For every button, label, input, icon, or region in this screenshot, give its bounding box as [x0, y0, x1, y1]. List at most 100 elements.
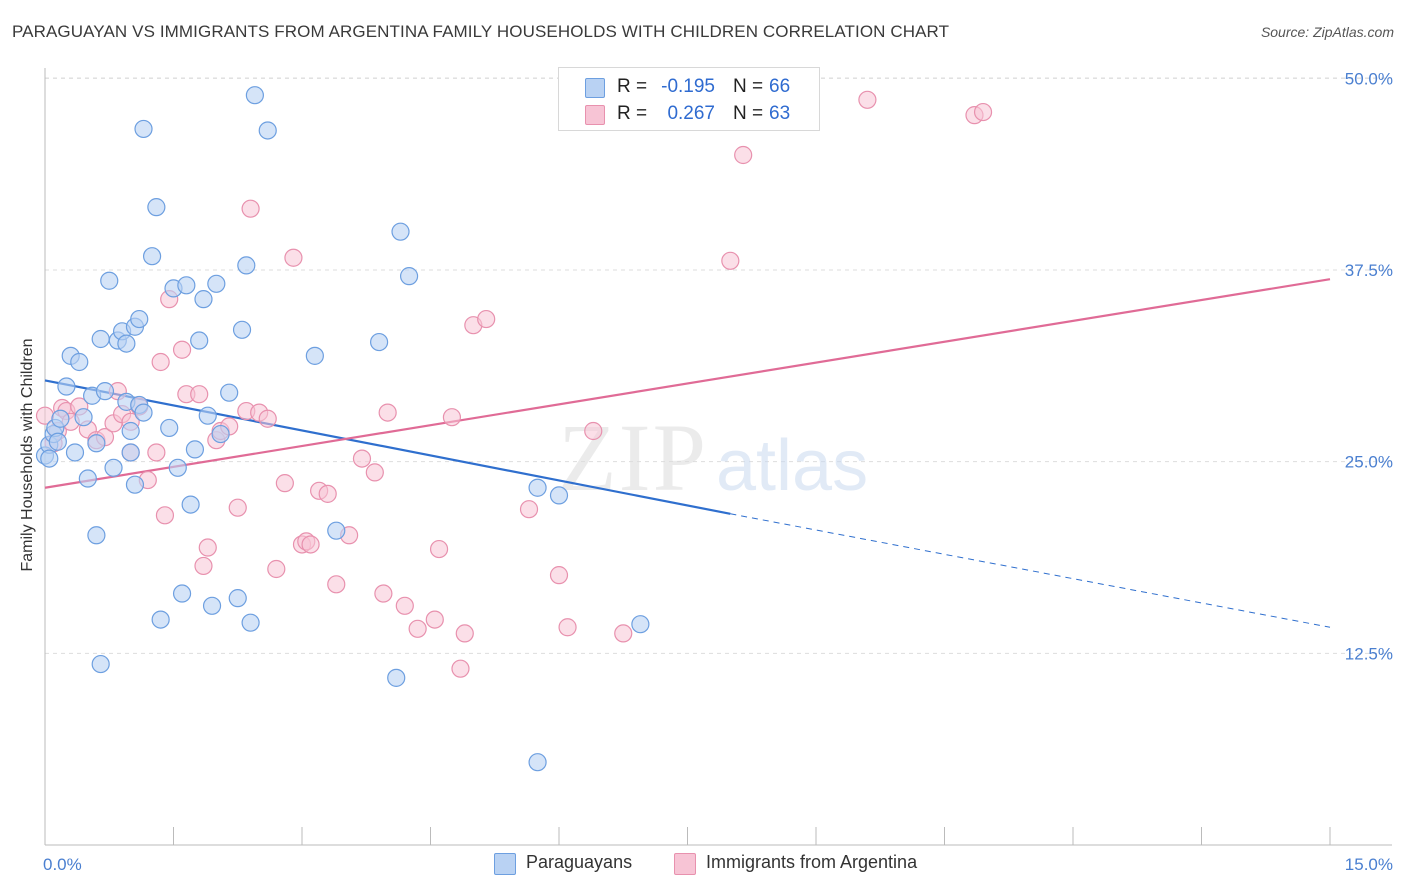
- data-point-argentina: [378, 403, 397, 422]
- data-point-argentina: [451, 659, 470, 678]
- data-point-argentina: [155, 506, 175, 525]
- data-point-paraguayans: [57, 377, 76, 396]
- data-point-argentina: [477, 309, 496, 329]
- points-argentina: [35, 90, 993, 678]
- data-point-paraguayans: [151, 610, 170, 629]
- data-point-argentina: [425, 610, 444, 629]
- data-point-paraguayans: [134, 119, 153, 139]
- y-tick-label: 12.5%: [1345, 644, 1393, 663]
- data-point-paraguayans: [177, 276, 196, 295]
- data-point-paraguayans: [211, 424, 230, 444]
- r-label: R =: [617, 76, 648, 97]
- data-point-argentina: [352, 449, 372, 468]
- data-point-argentina: [327, 575, 346, 594]
- data-point-argentina: [721, 251, 740, 270]
- data-point-argentina: [228, 498, 247, 517]
- data-point-argentina: [301, 535, 320, 554]
- data-point-paraguayans: [74, 408, 93, 427]
- data-point-paraguayans: [399, 267, 419, 286]
- data-point-argentina: [408, 619, 427, 638]
- trendline-paraguayans: [44, 379, 1331, 628]
- data-point-paraguayans: [121, 443, 140, 462]
- source-label: Source: ZipAtlas.com: [1260, 24, 1394, 40]
- data-point-paraguayans: [232, 320, 252, 339]
- data-point-argentina: [147, 443, 166, 462]
- data-point-paraguayans: [78, 469, 97, 488]
- data-point-paraguayans: [245, 86, 264, 105]
- legend-swatch-pink: [674, 853, 696, 875]
- data-point-paraguayans: [190, 331, 209, 350]
- data-point-argentina: [198, 538, 217, 557]
- y-tick-labels: 12.5% 25.0% 37.5% 50.0%: [1345, 69, 1393, 663]
- y-tick-label: 50.0%: [1345, 69, 1393, 88]
- data-point-argentina: [429, 539, 449, 559]
- data-point-paraguayans: [185, 440, 205, 459]
- data-point-paraguayans: [228, 589, 247, 608]
- data-point-paraguayans: [70, 352, 89, 372]
- grid-lines: [45, 77, 1392, 654]
- data-point-argentina: [455, 624, 474, 643]
- data-point-paraguayans: [91, 654, 110, 674]
- r-value: 0.267: [667, 103, 715, 124]
- trendline-solid: [44, 278, 1331, 489]
- trendline-solid: [44, 379, 731, 515]
- data-point-argentina: [284, 248, 303, 267]
- data-point-paraguayans: [528, 478, 547, 497]
- data-point-paraguayans: [202, 596, 222, 615]
- data-point-argentina: [275, 474, 294, 493]
- data-point-paraguayans: [40, 449, 59, 468]
- watermark: ZIP atlas: [558, 404, 868, 511]
- data-point-argentina: [190, 385, 209, 404]
- data-point-argentina: [858, 90, 877, 109]
- n-value: 66: [769, 76, 791, 97]
- data-point-paraguayans: [117, 334, 136, 353]
- data-point-argentina: [267, 559, 286, 579]
- watermark-atlas: atlas: [716, 426, 868, 506]
- y-tick-label: 25.0%: [1345, 453, 1393, 472]
- data-point-paraguayans: [95, 382, 115, 401]
- data-point-paraguayans: [391, 222, 410, 241]
- data-point-argentina: [318, 484, 337, 503]
- r-label: R =: [617, 103, 648, 124]
- data-point-argentina: [365, 463, 384, 482]
- data-point-paraguayans: [87, 526, 106, 545]
- data-point-paraguayans: [172, 584, 192, 603]
- legend-label: Immigrants from Argentina: [706, 852, 918, 872]
- data-point-paraguayans: [181, 495, 200, 514]
- data-point-paraguayans: [237, 256, 256, 275]
- data-point-paraguayans: [370, 332, 389, 352]
- n-label: N =: [733, 103, 764, 124]
- n-label: N =: [733, 76, 764, 97]
- watermark-zip: ZIP: [558, 404, 708, 511]
- data-point-paraguayans: [168, 458, 187, 477]
- legend-swatch-blue: [494, 853, 516, 875]
- points-paraguayans: [35, 86, 650, 772]
- data-point-argentina: [194, 556, 213, 576]
- data-point-argentina: [241, 199, 260, 218]
- data-point-argentina: [519, 500, 539, 519]
- data-point-paraguayans: [207, 274, 226, 293]
- chart-title: PARAGUAYAN VS IMMIGRANTS FROM ARGENTINA …: [12, 22, 950, 41]
- data-point-paraguayans: [160, 418, 179, 438]
- data-point-paraguayans: [130, 309, 149, 329]
- y-tick-label: 37.5%: [1345, 261, 1393, 280]
- n-value: 63: [769, 103, 791, 124]
- data-point-argentina: [258, 409, 277, 428]
- data-point-argentina: [614, 624, 633, 643]
- legend-swatch-pink: [585, 105, 605, 125]
- data-point-paraguayans: [65, 443, 85, 462]
- data-point-paraguayans: [125, 475, 145, 494]
- x-tick-label: 0.0%: [43, 855, 82, 874]
- data-point-paraguayans: [241, 613, 260, 632]
- r-value: -0.195: [661, 76, 715, 97]
- data-point-argentina: [558, 618, 577, 637]
- data-point-paraguayans: [147, 198, 166, 217]
- data-point-paraguayans: [87, 434, 106, 453]
- data-point-paraguayans: [48, 432, 67, 451]
- data-point-paraguayans: [327, 521, 346, 540]
- data-point-paraguayans: [51, 409, 70, 428]
- data-point-argentina: [374, 584, 393, 603]
- data-point-paraguayans: [91, 329, 110, 349]
- data-point-paraguayans: [220, 383, 239, 402]
